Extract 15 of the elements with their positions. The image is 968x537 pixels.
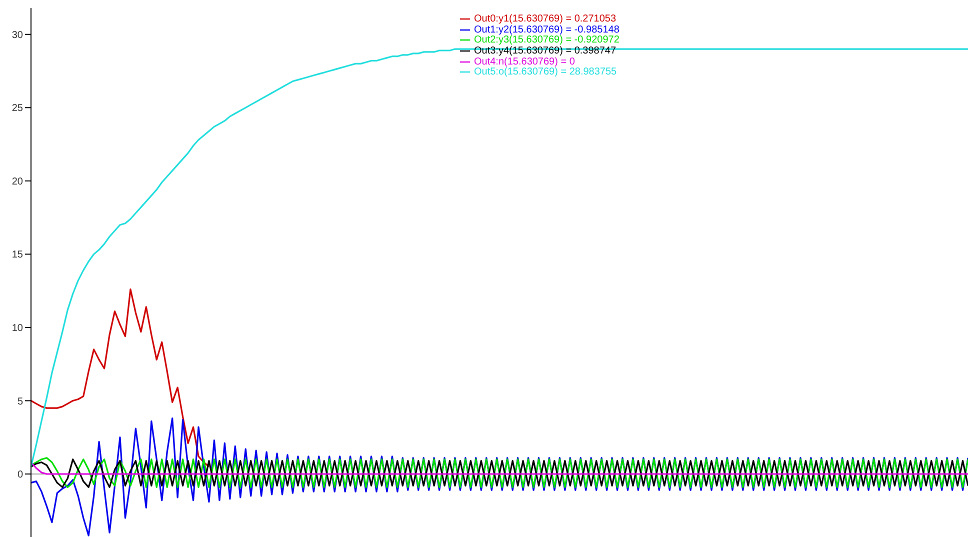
y-tick-label: 10 [12, 323, 24, 334]
legend-label: Out1:y2(15.630769) = -0.985148 [474, 24, 620, 36]
y-tick-label: 20 [12, 176, 24, 188]
y-tick-label: 30 [12, 30, 24, 41]
y-tick-label: 5 [17, 396, 24, 408]
y-tick-label: 0 [17, 470, 24, 481]
legend-label: Out2:y3(15.630769) = -0.920972 [474, 34, 620, 46]
legend-label: Out4:n(15.630769) = 0 [474, 56, 575, 68]
y-tick-label: 15 [12, 250, 24, 261]
y-tick-label: 25 [12, 103, 24, 114]
line-series [30, 288, 210, 468]
legend-label: Out0:y1(15.630769) = 0.271053 [474, 14, 616, 25]
line-series [30, 48, 968, 468]
line-series [30, 461, 968, 475]
legend-label: Out5:o(15.630769) = 28.983755 [474, 66, 617, 78]
